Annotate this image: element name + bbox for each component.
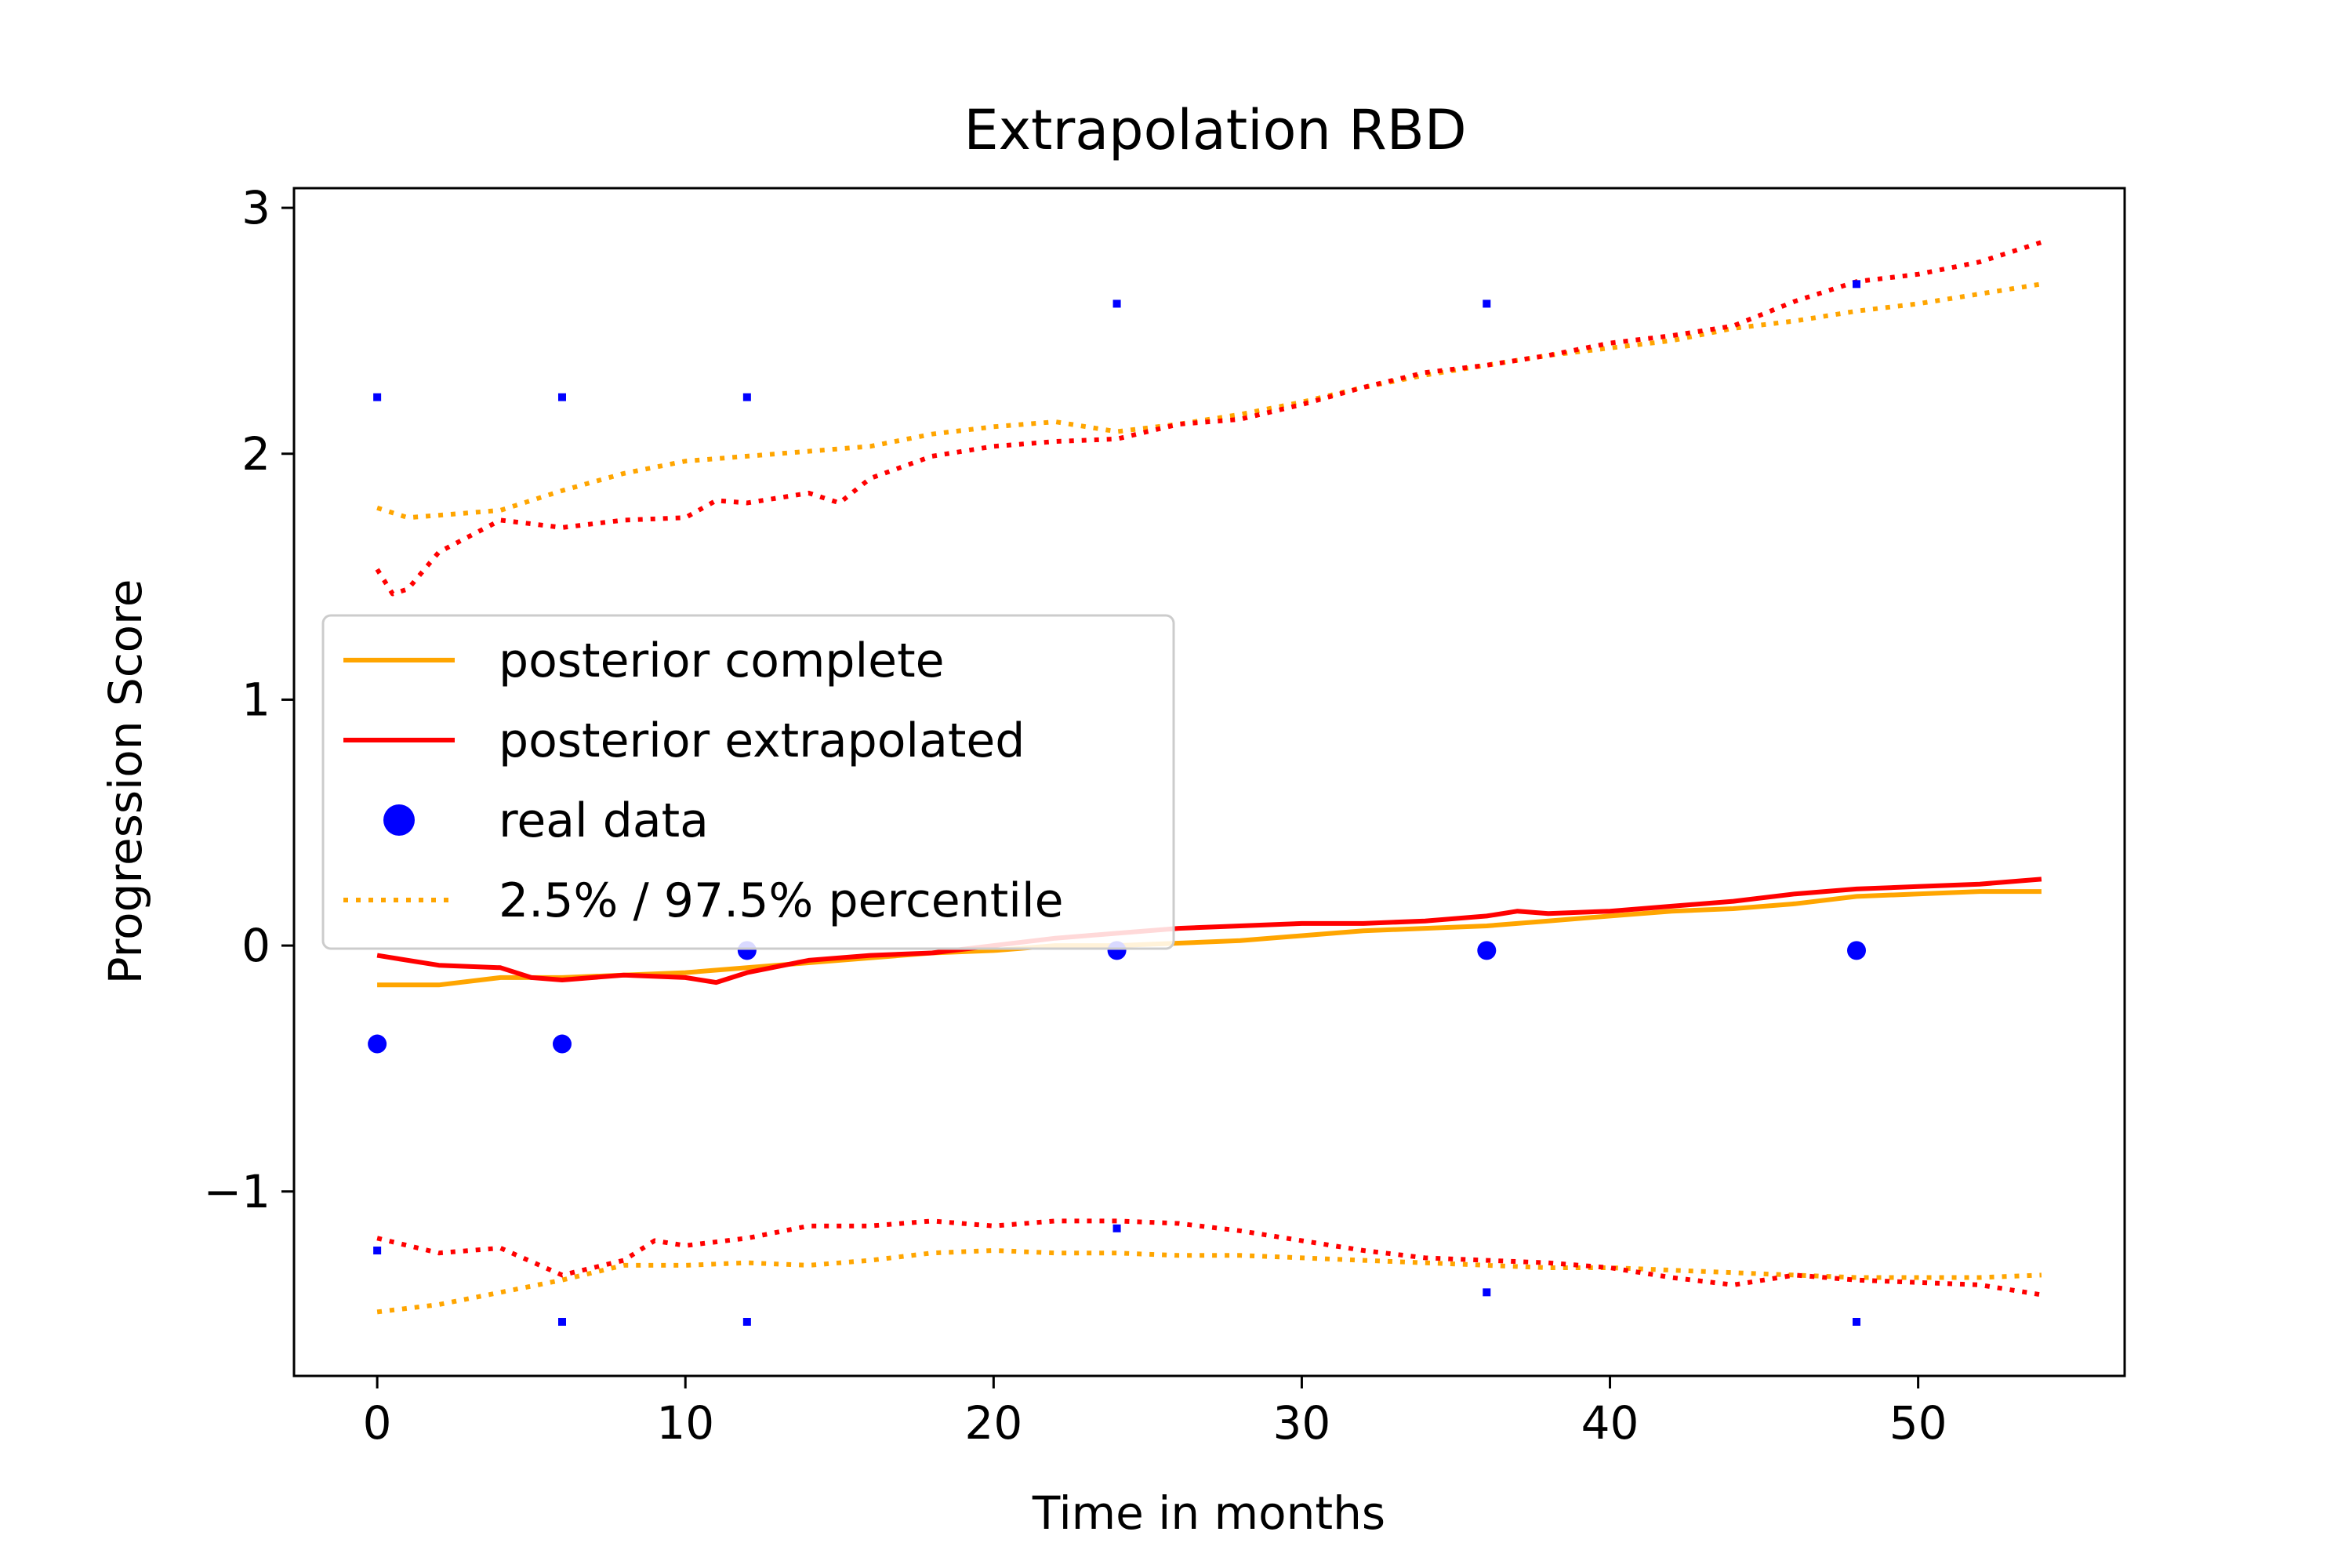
data-point-real-data-upper [1483, 299, 1491, 308]
series-line-97-5-percentile-extrapolated [375, 240, 2042, 597]
data-point-real-data-lower [373, 1247, 382, 1255]
x-tick-label: 10 [656, 1396, 714, 1450]
legend-label-posterior-complete: posterior complete [499, 633, 945, 688]
y-tick-label: 3 [241, 181, 270, 234]
data-point-real-data-lower [1483, 1288, 1491, 1297]
data-point-real-data-upper [742, 393, 751, 401]
legend-label-percentile: 2.5% / 97.5% percentile [499, 873, 1064, 928]
data-point-real-data-lower [1112, 1224, 1121, 1232]
y-axis-label: Progression Score [99, 579, 152, 985]
data-point-real-data [1847, 941, 1867, 960]
data-point-real-data-lower [742, 1317, 751, 1326]
y-tick-label: 0 [241, 919, 270, 972]
legend-label-posterior-extrapolated: posterior extrapolated [499, 713, 1025, 768]
data-point-real-data [368, 1034, 387, 1054]
data-point-real-data-upper [1853, 280, 1861, 289]
data-point-real-data-upper [1112, 299, 1121, 308]
x-tick-label: 0 [363, 1396, 392, 1450]
series-line-posterior-extrapolated [376, 877, 2042, 985]
y-tick-label: 1 [241, 673, 270, 726]
x-tick-label: 40 [1581, 1396, 1639, 1450]
x-tick-label: 30 [1273, 1396, 1331, 1450]
legend-box [321, 614, 1175, 950]
data-point-real-data-upper [557, 393, 566, 401]
legend-label-real-data: real data [499, 793, 709, 848]
data-point-real-data-upper [373, 393, 382, 401]
legend: posterior complete posterior extrapolate… [321, 614, 1175, 950]
series-line-posterior-complete [377, 889, 2042, 988]
axes-frame [292, 187, 2126, 1377]
legend-swatch-real-data [383, 804, 415, 836]
series-line-2-5-percentile-extrapolated [376, 1218, 2042, 1298]
data-point-real-data [552, 1034, 572, 1054]
data-point-real-data [1477, 941, 1497, 960]
x-tick-label: 50 [1889, 1396, 1947, 1450]
data-point-real-data-lower [1853, 1317, 1861, 1326]
y-tick-label: 2 [241, 427, 270, 481]
chart-title: Extrapolation RBD [964, 98, 1466, 162]
y-tick-label: −1 [204, 1165, 271, 1218]
data-point-real-data-lower [557, 1317, 566, 1326]
series-line-2-5-percentile [376, 1248, 2042, 1315]
x-tick-label: 20 [964, 1396, 1022, 1450]
axis-ticks: 0 10 20 30 40 50 −1 0 1 2 3 [204, 181, 1947, 1450]
x-axis-label: Time in months [1032, 1486, 1385, 1540]
